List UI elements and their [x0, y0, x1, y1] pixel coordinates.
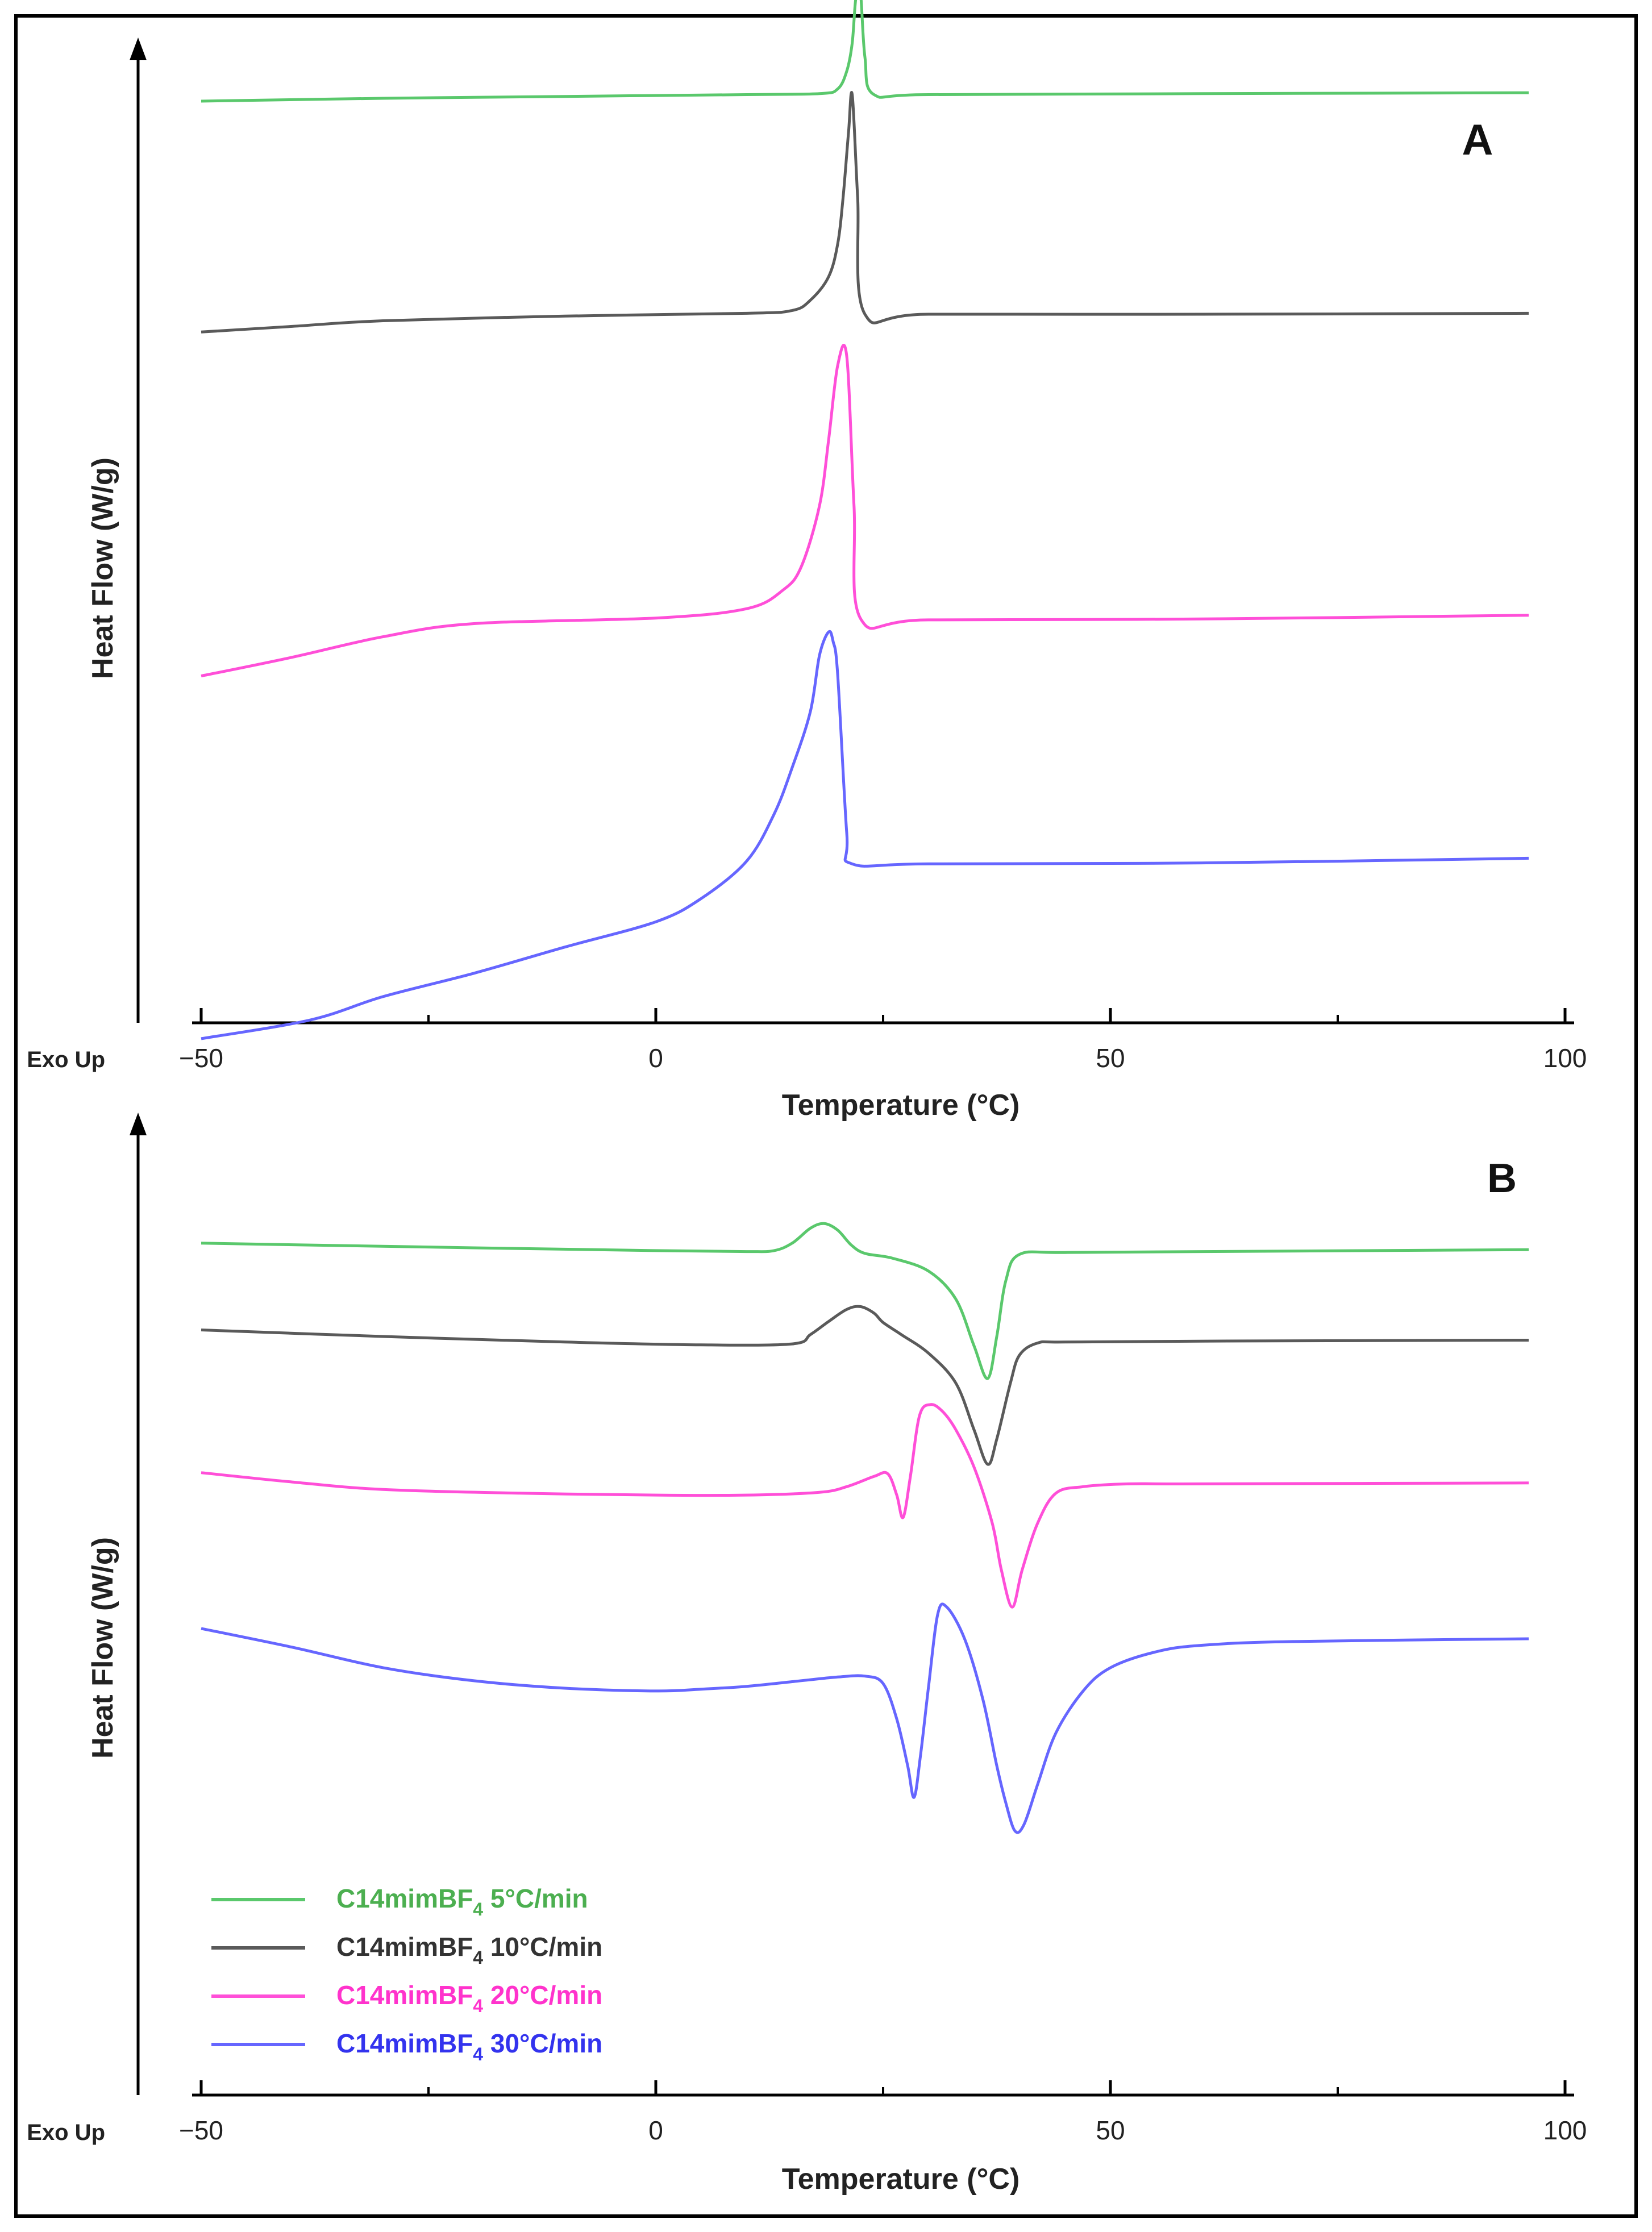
- series-line-4: [201, 630, 1529, 1040]
- panel-b-label: B: [1487, 1156, 1517, 1201]
- legend-label: C14mimBF4 20°C/min: [336, 1980, 602, 2016]
- series-line-1: [201, 0, 1529, 103]
- x-tick-label: −50: [179, 1043, 223, 1073]
- panel-b-y-axis: [130, 1113, 147, 2095]
- x-tick-label: 100: [1543, 1043, 1587, 1073]
- series-line-1: [201, 1222, 1529, 1380]
- panel-b-x-label: Temperature (°C): [782, 2163, 1020, 2196]
- series-line-2: [201, 1305, 1529, 1466]
- panel-a-label: A: [1462, 116, 1493, 164]
- panel-b-y-label: Heat Flow (W/g): [86, 1537, 119, 1759]
- panel-a-x-label: Temperature (°C): [782, 1089, 1020, 1122]
- panel-a-x-tick-labels: −50 0 50 100: [179, 1043, 1587, 1073]
- panel-a-x-ticks: [199, 1008, 1567, 1023]
- panel-a-exo-label: Exo Up: [27, 1047, 105, 1072]
- x-tick-label: 50: [1096, 2116, 1125, 2145]
- panel-a-y-axis: [130, 38, 147, 1023]
- x-tick-label: −50: [179, 2116, 223, 2145]
- panel-b-exo-label: Exo Up: [27, 2120, 105, 2145]
- panel-a: Heat Flow (W/g) Exo Up −50 0 50 100 Tempera…: [27, 0, 1587, 1122]
- panel-a-series: [201, 0, 1529, 1040]
- series-line-4: [201, 1602, 1529, 1834]
- series-line-2: [201, 91, 1529, 334]
- x-tick-label: 50: [1096, 1043, 1125, 1073]
- panel-b-x-tick-labels: −50 0 50 100: [179, 2116, 1587, 2145]
- legend-label: C14mimBF4 5°C/min: [336, 1884, 588, 1919]
- x-tick-label: 0: [648, 2116, 663, 2145]
- series-line-3: [201, 344, 1529, 678]
- panel-b-series: [201, 1222, 1529, 1834]
- x-tick-label: 100: [1543, 2116, 1587, 2145]
- legend: C14mimBF4 5°C/min C14mimBF4 10°C/min C14mi…: [211, 1884, 602, 2064]
- panel-b-x-ticks: [199, 2080, 1567, 2095]
- series-line-3: [201, 1403, 1529, 1609]
- figure-border: [14, 14, 1638, 2218]
- panel-a-y-label: Heat Flow (W/g): [86, 457, 119, 679]
- legend-label: C14mimBF4 10°C/min: [336, 1932, 602, 1968]
- panel-b: Heat Flow (W/g) Exo Up −50 0 50 100 Tempera…: [27, 1113, 1587, 2196]
- legend-label: C14mimBF4 30°C/min: [336, 2029, 602, 2064]
- x-tick-label: 0: [648, 1043, 663, 1073]
